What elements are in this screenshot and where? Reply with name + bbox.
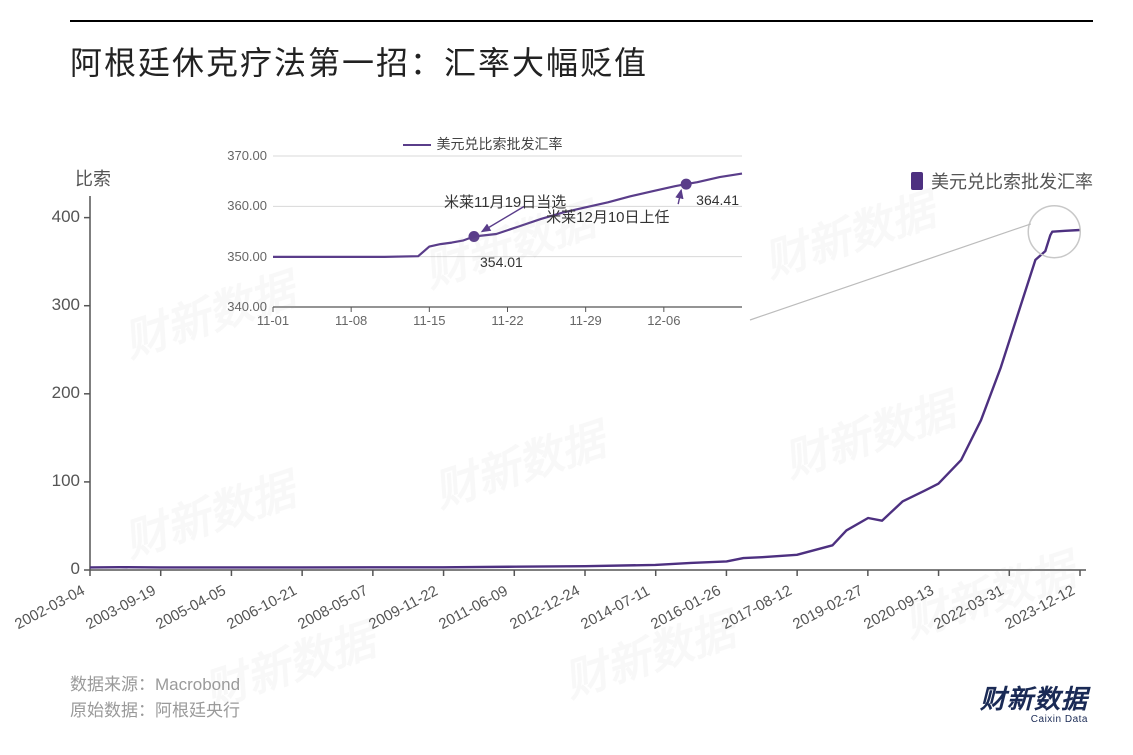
source-line-2: 原始数据：阿根廷央行 <box>70 696 240 721</box>
inset-x-tick-label: 12-06 <box>647 313 680 328</box>
source2-value: 阿根廷央行 <box>155 701 240 720</box>
inset-x-tick-label: 11-22 <box>491 313 523 328</box>
inset-x-tick-label: 11-08 <box>335 313 367 328</box>
inset-chart-svg <box>215 134 750 329</box>
inset-marker-value: 364.41 <box>696 192 739 208</box>
y-tick-label: 200 <box>35 383 80 403</box>
y-tick-label: 0 <box>35 559 80 579</box>
main-chart <box>0 0 1133 755</box>
inset-marker-value: 354.01 <box>480 254 523 270</box>
y-tick-label: 300 <box>35 295 80 315</box>
inset-chart: 美元兑比索批发汇率 <box>215 134 750 329</box>
inset-x-tick-label: 11-15 <box>413 313 445 328</box>
inset-annotation: 米莱12月10日上任 <box>546 206 669 227</box>
inset-x-tick-label: 11-29 <box>570 313 602 328</box>
inset-y-tick-label: 360.00 <box>217 198 267 213</box>
source2-label: 原始数据： <box>70 701 155 720</box>
inset-y-tick-label: 340.00 <box>217 299 267 314</box>
y-tick-label: 100 <box>35 471 80 491</box>
source1-value: Macrobond <box>155 675 240 694</box>
source1-label: 数据来源： <box>70 675 155 694</box>
inset-y-tick-label: 370.00 <box>217 148 267 163</box>
y-tick-label: 400 <box>35 207 80 227</box>
brand: 财新数据 Caixin Data <box>980 679 1088 725</box>
source-line-1: 数据来源：Macrobond <box>70 670 240 695</box>
inset-y-tick-label: 350.00 <box>217 249 267 264</box>
brand-main: 财新数据 <box>980 679 1088 716</box>
inset-x-tick-label: 11-01 <box>257 313 289 328</box>
